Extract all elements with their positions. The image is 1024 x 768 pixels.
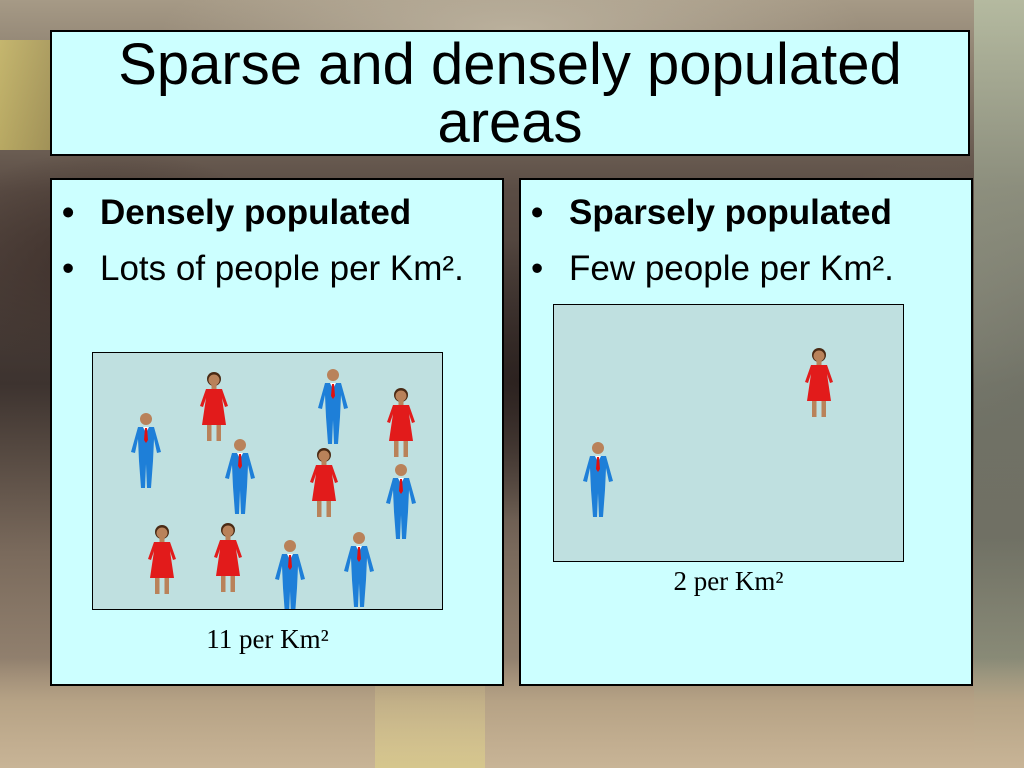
man-figure-icon	[126, 412, 166, 488]
man-figure-icon	[381, 463, 421, 539]
sparse-bullet-list: Sparsely populated Few people per Km².	[531, 192, 961, 304]
background-wall	[0, 40, 50, 150]
dense-heading: Densely populated	[62, 192, 492, 234]
sparse-heading: Sparsely populated	[531, 192, 961, 234]
dense-caption: 11 per Km²	[206, 624, 329, 654]
woman-figure-icon	[194, 370, 234, 446]
background-train-door	[974, 0, 1024, 768]
man-figure-icon	[270, 539, 310, 609]
woman-figure-icon	[208, 521, 248, 597]
man-figure-icon	[220, 438, 260, 514]
slide-title: Sparse and densely populated areas	[118, 32, 902, 155]
man-figure-icon	[313, 368, 353, 444]
sparse-description: Few people per Km².	[531, 248, 961, 290]
title-box: Sparse and densely populated areas	[50, 30, 970, 156]
man-figure-icon	[578, 441, 618, 517]
sparse-area-map	[553, 304, 904, 562]
woman-figure-icon	[381, 386, 421, 462]
woman-figure-icon	[142, 523, 182, 599]
sparse-caption: 2 per Km²	[673, 566, 784, 596]
dense-bullet-list: Densely populated Lots of people per Km²…	[62, 192, 492, 304]
man-figure-icon	[339, 531, 379, 607]
dense-panel: Densely populated Lots of people per Km²…	[50, 178, 504, 686]
dense-description: Lots of people per Km².	[62, 248, 492, 290]
woman-figure-icon	[304, 446, 344, 522]
sparse-panel: Sparsely populated Few people per Km². 2…	[519, 178, 973, 686]
dense-area-map	[92, 352, 443, 610]
woman-figure-icon	[799, 346, 839, 422]
